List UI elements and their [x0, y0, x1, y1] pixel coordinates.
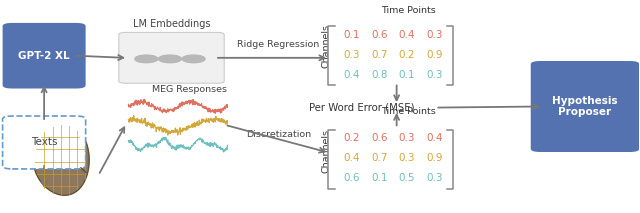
Text: 0.3: 0.3 — [344, 50, 360, 60]
Text: 0.2: 0.2 — [399, 50, 415, 60]
Text: 0.6: 0.6 — [344, 173, 360, 183]
Text: Time Points: Time Points — [381, 6, 435, 15]
Text: 0.4: 0.4 — [344, 153, 360, 163]
FancyBboxPatch shape — [119, 32, 224, 83]
Text: Per Word Error (MSE): Per Word Error (MSE) — [308, 102, 414, 112]
Text: 0.9: 0.9 — [426, 153, 443, 163]
Text: 0.4: 0.4 — [426, 133, 443, 143]
Text: 0.2: 0.2 — [344, 133, 360, 143]
Text: LM Embeddings: LM Embeddings — [132, 19, 211, 29]
FancyBboxPatch shape — [3, 116, 86, 169]
Text: Discretization: Discretization — [246, 130, 311, 139]
Text: 0.3: 0.3 — [426, 70, 443, 80]
Text: 0.3: 0.3 — [399, 153, 415, 163]
Text: Ridge Regression: Ridge Regression — [237, 40, 319, 49]
Text: MEG Responses: MEG Responses — [152, 85, 227, 94]
Circle shape — [182, 55, 205, 63]
Text: 0.6: 0.6 — [371, 133, 388, 143]
Text: 0.4: 0.4 — [399, 30, 415, 40]
FancyBboxPatch shape — [3, 23, 86, 89]
Circle shape — [159, 55, 181, 63]
Text: Texts: Texts — [31, 137, 58, 147]
Text: Channels: Channels — [322, 24, 331, 68]
Text: 0.6: 0.6 — [371, 30, 388, 40]
Text: 0.3: 0.3 — [426, 173, 443, 183]
Text: 0.3: 0.3 — [426, 30, 443, 40]
Text: Channels: Channels — [322, 129, 331, 173]
Text: GPT-2 XL: GPT-2 XL — [19, 51, 70, 61]
Text: 0.1: 0.1 — [344, 30, 360, 40]
Circle shape — [135, 55, 158, 63]
Text: 0.3: 0.3 — [399, 133, 415, 143]
Text: Hypothesis
Proposer: Hypothesis Proposer — [552, 96, 618, 117]
Text: 0.5: 0.5 — [399, 173, 415, 183]
Text: 0.1: 0.1 — [399, 70, 415, 80]
Text: 0.1: 0.1 — [371, 173, 388, 183]
FancyBboxPatch shape — [531, 61, 639, 152]
Text: Time Points: Time Points — [381, 107, 435, 116]
Text: 0.7: 0.7 — [371, 50, 388, 60]
Text: 0.8: 0.8 — [371, 70, 388, 80]
Text: 0.4: 0.4 — [344, 70, 360, 80]
Text: 0.7: 0.7 — [371, 153, 388, 163]
Polygon shape — [33, 125, 89, 195]
Text: 0.9: 0.9 — [426, 50, 443, 60]
